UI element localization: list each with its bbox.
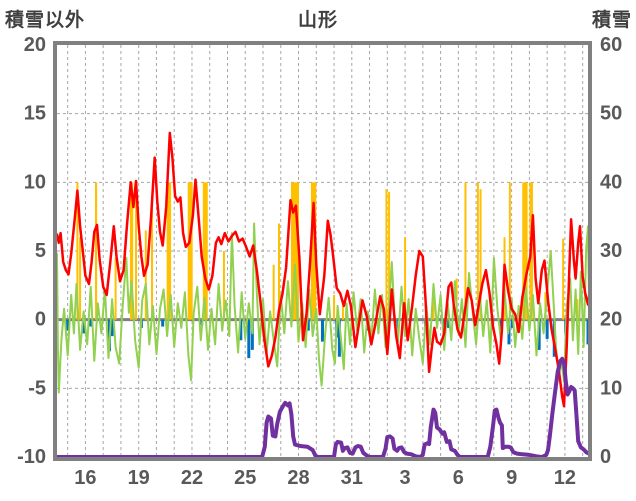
blue-bars-series bbox=[66, 319, 588, 359]
right-axis-tick: 0 bbox=[600, 446, 611, 468]
orange-bar bbox=[432, 285, 435, 320]
right-axis-tick: 60 bbox=[600, 34, 622, 56]
orange-bar bbox=[464, 182, 467, 320]
orange-bar bbox=[404, 237, 407, 320]
left-axis-tick: -10 bbox=[17, 446, 46, 468]
x-axis-tick: 22 bbox=[181, 467, 203, 489]
plot-frame bbox=[53, 41, 592, 461]
right-axis-tick: 50 bbox=[600, 103, 622, 125]
x-axis-tick: 31 bbox=[341, 467, 363, 489]
orange-bar bbox=[277, 223, 280, 320]
right-axis-tick: 40 bbox=[600, 171, 622, 193]
gridlines bbox=[57, 45, 588, 457]
blue-bar bbox=[66, 319, 70, 331]
orange-bar bbox=[385, 189, 388, 320]
orange-bar bbox=[129, 182, 134, 320]
x-axis-tick: 28 bbox=[287, 467, 309, 489]
orange-bar bbox=[290, 182, 299, 320]
orange-bar bbox=[562, 238, 565, 320]
orange-bar bbox=[222, 251, 225, 320]
orange-bar bbox=[522, 182, 528, 320]
x-axis-tick: 16 bbox=[74, 467, 96, 489]
blue-bar bbox=[161, 319, 165, 327]
right-axis-title: 積雪 bbox=[591, 10, 632, 31]
orange-bar bbox=[272, 264, 275, 320]
x-axis-tick: 12 bbox=[554, 467, 576, 489]
orange-bar bbox=[333, 294, 336, 320]
blue-bar bbox=[321, 319, 324, 342]
orange-bar bbox=[114, 257, 117, 320]
orange-bar bbox=[144, 230, 147, 320]
left-axis-tick: 5 bbox=[35, 240, 46, 262]
orange-bar bbox=[187, 182, 193, 320]
green-line-series bbox=[57, 222, 588, 394]
red-line-series bbox=[57, 131, 588, 408]
x-axis-tick: 19 bbox=[128, 467, 150, 489]
x-axis-tick: 6 bbox=[453, 467, 464, 489]
orange-bar bbox=[310, 182, 317, 320]
orange-bar bbox=[79, 237, 82, 320]
orange-bar bbox=[151, 196, 154, 320]
orange-bar bbox=[95, 182, 98, 320]
left-axis-tick: -5 bbox=[28, 377, 46, 399]
orange-bar bbox=[388, 191, 391, 320]
x-axis-tick: 25 bbox=[234, 467, 256, 489]
blue-bar bbox=[247, 319, 251, 359]
blue-bar bbox=[586, 319, 588, 345]
x-axis-tick: 3 bbox=[400, 467, 411, 489]
right-axis-tick: 10 bbox=[600, 377, 622, 399]
orange-bar bbox=[476, 182, 479, 320]
x-axis-tick: 9 bbox=[506, 467, 517, 489]
blue-bar bbox=[545, 319, 549, 339]
blue-bar bbox=[306, 319, 310, 331]
blue-bar bbox=[250, 319, 254, 350]
left-axis-tick: 0 bbox=[35, 309, 46, 331]
orange-bar bbox=[76, 182, 79, 320]
purple-line-series bbox=[57, 356, 588, 457]
left-axis-tick: 15 bbox=[24, 103, 46, 125]
blue-bar bbox=[110, 319, 114, 337]
right-axis-tick: 20 bbox=[600, 309, 622, 331]
left-axis-tick: 10 bbox=[24, 171, 46, 193]
orange-bar bbox=[202, 182, 208, 320]
orange-bar bbox=[135, 196, 138, 320]
blue-bar bbox=[89, 319, 93, 327]
left-axis-title: 積雪以外 bbox=[5, 10, 86, 31]
blue-bar bbox=[82, 319, 86, 334]
orange-bars-series bbox=[76, 182, 579, 320]
chart-title: 山形 bbox=[297, 10, 338, 31]
blue-bar bbox=[337, 319, 341, 357]
blue-bar bbox=[447, 319, 451, 328]
right-axis-tick: 30 bbox=[600, 240, 622, 262]
orange-bar bbox=[341, 305, 344, 320]
left-axis-tick: 20 bbox=[24, 34, 46, 56]
blue-bar bbox=[537, 319, 541, 350]
blue-bar bbox=[239, 319, 243, 341]
orange-bar bbox=[508, 182, 511, 320]
orange-bar bbox=[166, 182, 172, 320]
orange-bar bbox=[479, 189, 482, 320]
